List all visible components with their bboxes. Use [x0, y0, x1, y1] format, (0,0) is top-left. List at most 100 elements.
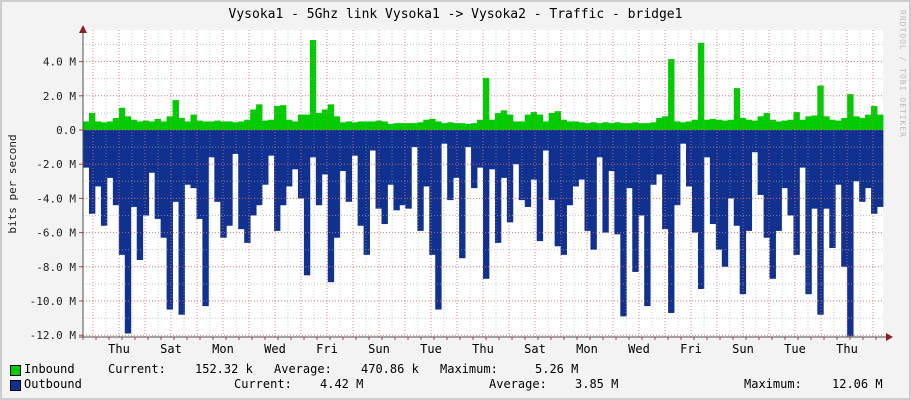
outbound-bar	[763, 130, 770, 238]
outbound-maximum-label: Maximum:	[744, 377, 802, 391]
outbound-bar	[608, 130, 615, 172]
y-tick-label: -12.0 M	[30, 329, 77, 342]
inbound-bar	[280, 105, 287, 130]
inbound-bar	[375, 120, 382, 130]
outbound-bar	[238, 130, 245, 230]
inbound-bar	[727, 119, 735, 130]
outbound-bar	[303, 130, 311, 276]
outbound-bar	[244, 130, 251, 243]
inbound-bar	[853, 116, 860, 130]
x-tick-label: Thu	[472, 342, 494, 356]
outbound-bar	[566, 130, 573, 206]
outbound-bar	[280, 130, 287, 206]
outbound-bar	[721, 130, 729, 267]
outbound-bar	[202, 130, 209, 307]
outbound-bar	[333, 130, 341, 238]
outbound-bar	[823, 130, 830, 209]
outbound-bar	[542, 130, 550, 151]
inbound-bar	[256, 104, 263, 130]
outbound-bar	[614, 130, 621, 235]
inbound-bar	[136, 121, 144, 130]
inbound-bar	[865, 114, 872, 130]
outbound-bar	[106, 130, 114, 178]
inbound-bar	[471, 123, 478, 130]
inbound-bar	[112, 118, 120, 130]
outbound-bar	[214, 130, 221, 202]
outbound-bar	[865, 130, 872, 189]
outbound-bar	[530, 130, 538, 180]
inbound-bar	[817, 85, 824, 130]
outbound-bar	[100, 130, 108, 226]
outbound-bar	[727, 130, 735, 199]
y-tick-label: -6.0 M	[36, 227, 76, 240]
inbound-bar	[399, 123, 406, 130]
inbound-bar	[106, 121, 114, 130]
outbound-bar	[715, 130, 723, 250]
outbound-bar	[554, 130, 562, 247]
inbound-bar	[100, 122, 108, 130]
inbound-bar	[357, 121, 364, 130]
y-tick-label: 4.0 M	[43, 56, 76, 69]
outbound-bar	[291, 130, 299, 170]
outbound-bar	[805, 130, 812, 295]
outbound-bar	[321, 130, 329, 175]
outbound-bar	[548, 130, 556, 201]
outbound-bar	[494, 130, 502, 243]
outbound-label: Outbound	[24, 377, 82, 391]
x-tick-label: Sat	[524, 342, 546, 356]
outbound-bar	[524, 130, 532, 207]
x-tick-label: Tue	[420, 342, 442, 356]
inbound-bar	[775, 121, 782, 130]
outbound-bar	[829, 130, 836, 248]
inbound-bar	[566, 121, 573, 130]
rrdtool-watermark: RRDTOOL / TOBI OETIKER	[898, 10, 907, 138]
outbound-bar	[847, 130, 854, 337]
inbound-bar	[226, 121, 233, 130]
outbound-bar	[841, 130, 848, 267]
x-tick-label: Wed	[264, 342, 286, 356]
inbound-current-value: 152.32 k	[195, 362, 253, 376]
x-tick-label: Fri	[316, 342, 338, 356]
inbound-bar	[668, 59, 675, 130]
inbound-bar	[190, 114, 197, 130]
outbound-bar	[500, 130, 508, 178]
outbound-bar	[680, 130, 687, 144]
inbound-bar	[524, 114, 532, 130]
outbound-bar	[339, 130, 347, 172]
outbound-bar	[178, 130, 185, 315]
outbound-bar	[226, 130, 233, 226]
outbound-bar	[285, 130, 293, 187]
y-tick-label: -2.0 M	[36, 158, 76, 171]
outbound-bar	[685, 130, 693, 187]
inbound-bar	[536, 114, 544, 130]
outbound-bar	[811, 130, 818, 209]
inbound-bar	[202, 121, 209, 130]
inbound-bar	[506, 114, 514, 130]
inbound-bar	[494, 112, 502, 130]
inbound-bar	[423, 119, 430, 130]
inbound-bar	[847, 94, 854, 130]
outbound-bar	[638, 130, 645, 216]
inbound-bar	[465, 124, 472, 130]
outbound-bar	[877, 130, 884, 207]
inbound-bar	[303, 114, 311, 130]
outbound-bar	[733, 130, 741, 226]
outbound-bar	[620, 130, 627, 317]
outbound-bar	[584, 130, 591, 231]
inbound-bar	[841, 118, 848, 130]
inbound-bar	[387, 124, 394, 130]
outbound-bar	[297, 130, 305, 199]
inbound-bar	[148, 121, 156, 130]
outbound-bar	[453, 130, 460, 178]
inbound-bar	[602, 122, 609, 130]
outbound-bar	[626, 130, 633, 189]
outbound-bar	[739, 130, 747, 295]
outbound-bar	[83, 130, 90, 168]
inbound-bar	[554, 111, 562, 130]
outbound-bar	[136, 130, 144, 260]
outbound-bar	[590, 130, 597, 250]
inbound-bar	[685, 121, 693, 130]
inbound-bar	[733, 88, 741, 130]
outbound-bar	[184, 130, 191, 185]
inbound-bar	[614, 122, 621, 130]
